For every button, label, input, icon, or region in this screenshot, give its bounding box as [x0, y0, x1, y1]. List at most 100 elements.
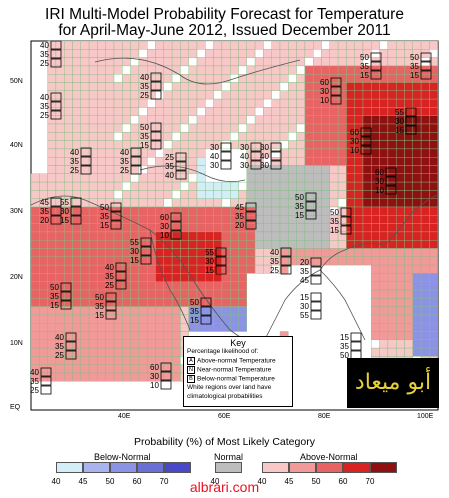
grid-cell: [155, 190, 165, 199]
grid-cell: [321, 65, 331, 75]
grid-cell: [404, 248, 414, 258]
grid-cell: [163, 190, 173, 199]
grid-cell: [354, 190, 364, 199]
grid-cell: [412, 132, 422, 141]
grid-cell: [412, 165, 422, 175]
grid-cell: [321, 40, 331, 50]
map-title-line2: for April-May-June 2012, Issued December…: [58, 22, 391, 39]
legend-tick-below-2: 50: [105, 477, 115, 486]
grid-cell: [271, 40, 281, 50]
grid-cell: [88, 264, 98, 274]
grid-cell: [271, 123, 281, 133]
grid-cell: [213, 181, 223, 191]
grid-cell: [313, 173, 322, 183]
grid-cell: [80, 314, 90, 324]
grid-cell: [88, 123, 98, 133]
probability-value: 25: [70, 166, 79, 175]
grid-cell: [163, 298, 173, 307]
key-item-normal: N Near-normal Temperature: [187, 365, 289, 375]
grid-cell: [163, 49, 173, 58]
grid-cell: [171, 239, 181, 249]
grid-cell: [387, 215, 397, 224]
grid-cell: [238, 115, 248, 125]
probability-box: [130, 147, 142, 157]
grid-cell: [39, 331, 48, 341]
grid-cell: [196, 57, 206, 67]
grid-cell: [180, 82, 189, 92]
grid-cell: [130, 82, 140, 92]
probability-value: 40: [240, 152, 249, 161]
grid-cell: [122, 82, 131, 92]
grid-cell: [221, 306, 231, 316]
grid-cell: [80, 215, 90, 224]
grid-cell: [346, 82, 355, 92]
grid-cell: [105, 173, 115, 183]
grid-cell: [39, 339, 48, 349]
grid-cell: [146, 264, 156, 274]
grid-cell: [72, 264, 82, 274]
grid-cell: [105, 73, 115, 83]
grid-cell: [138, 40, 148, 50]
grid-cell: [346, 215, 355, 224]
grid-cell: [72, 347, 82, 357]
grid-cell: [329, 57, 339, 67]
grid-cell: [63, 364, 73, 374]
grid-cell: [429, 248, 438, 258]
grid-cell: [362, 132, 372, 141]
grid-cell: [371, 347, 380, 357]
grid-cell: [263, 190, 272, 199]
grid-cell: [213, 115, 223, 125]
grid-cell: [155, 107, 165, 116]
grid-cell: [387, 331, 397, 341]
grid-cell: [138, 323, 148, 332]
grid-cell: [404, 223, 414, 233]
grid-cell: [80, 273, 90, 282]
grid-cell: [72, 107, 82, 116]
grid-cell: [105, 323, 115, 332]
grid-cell: [113, 65, 123, 75]
grid-cell: [221, 181, 231, 191]
grid-cell: [88, 331, 98, 341]
legend-swatch-above-1: [289, 462, 316, 473]
grid-cell: [387, 98, 397, 108]
grid-cell: [138, 339, 148, 349]
grid-cell: [429, 148, 438, 158]
grid-cell: [371, 264, 380, 274]
grid-cell: [271, 173, 281, 183]
probability-box: [50, 58, 62, 68]
grid-cell: [188, 173, 198, 183]
grid-cell: [122, 206, 131, 216]
grid-cell: [263, 173, 272, 183]
grid-cell: [229, 289, 239, 299]
grid-cell: [379, 339, 389, 349]
grid-cell: [271, 165, 281, 175]
probability-value: 35: [40, 207, 49, 216]
grid-cell: [80, 256, 90, 266]
grid-cell: [138, 273, 148, 282]
grid-cell: [412, 215, 422, 224]
probability-box: [150, 140, 162, 150]
grid-cell: [80, 306, 90, 316]
grid-cell: [130, 123, 140, 133]
grid-cell: [188, 239, 198, 249]
grid-cell: [138, 198, 148, 208]
probability-box: [150, 122, 162, 132]
legend-tick-below-0: 40: [51, 477, 61, 486]
grid-cell: [404, 181, 414, 191]
grid-cell: [229, 40, 239, 50]
grid-cell: [371, 90, 380, 100]
grid-cell: [196, 165, 206, 175]
grid-cell: [80, 281, 90, 291]
grid-cell: [63, 40, 73, 50]
probability-value: 50: [360, 53, 369, 62]
grid-cell: [288, 65, 297, 75]
grid-cell: [130, 298, 140, 307]
grid-cell: [113, 40, 123, 50]
grid-cell: [354, 248, 364, 258]
grid-cell: [304, 181, 314, 191]
probability-value: 25: [105, 281, 114, 290]
